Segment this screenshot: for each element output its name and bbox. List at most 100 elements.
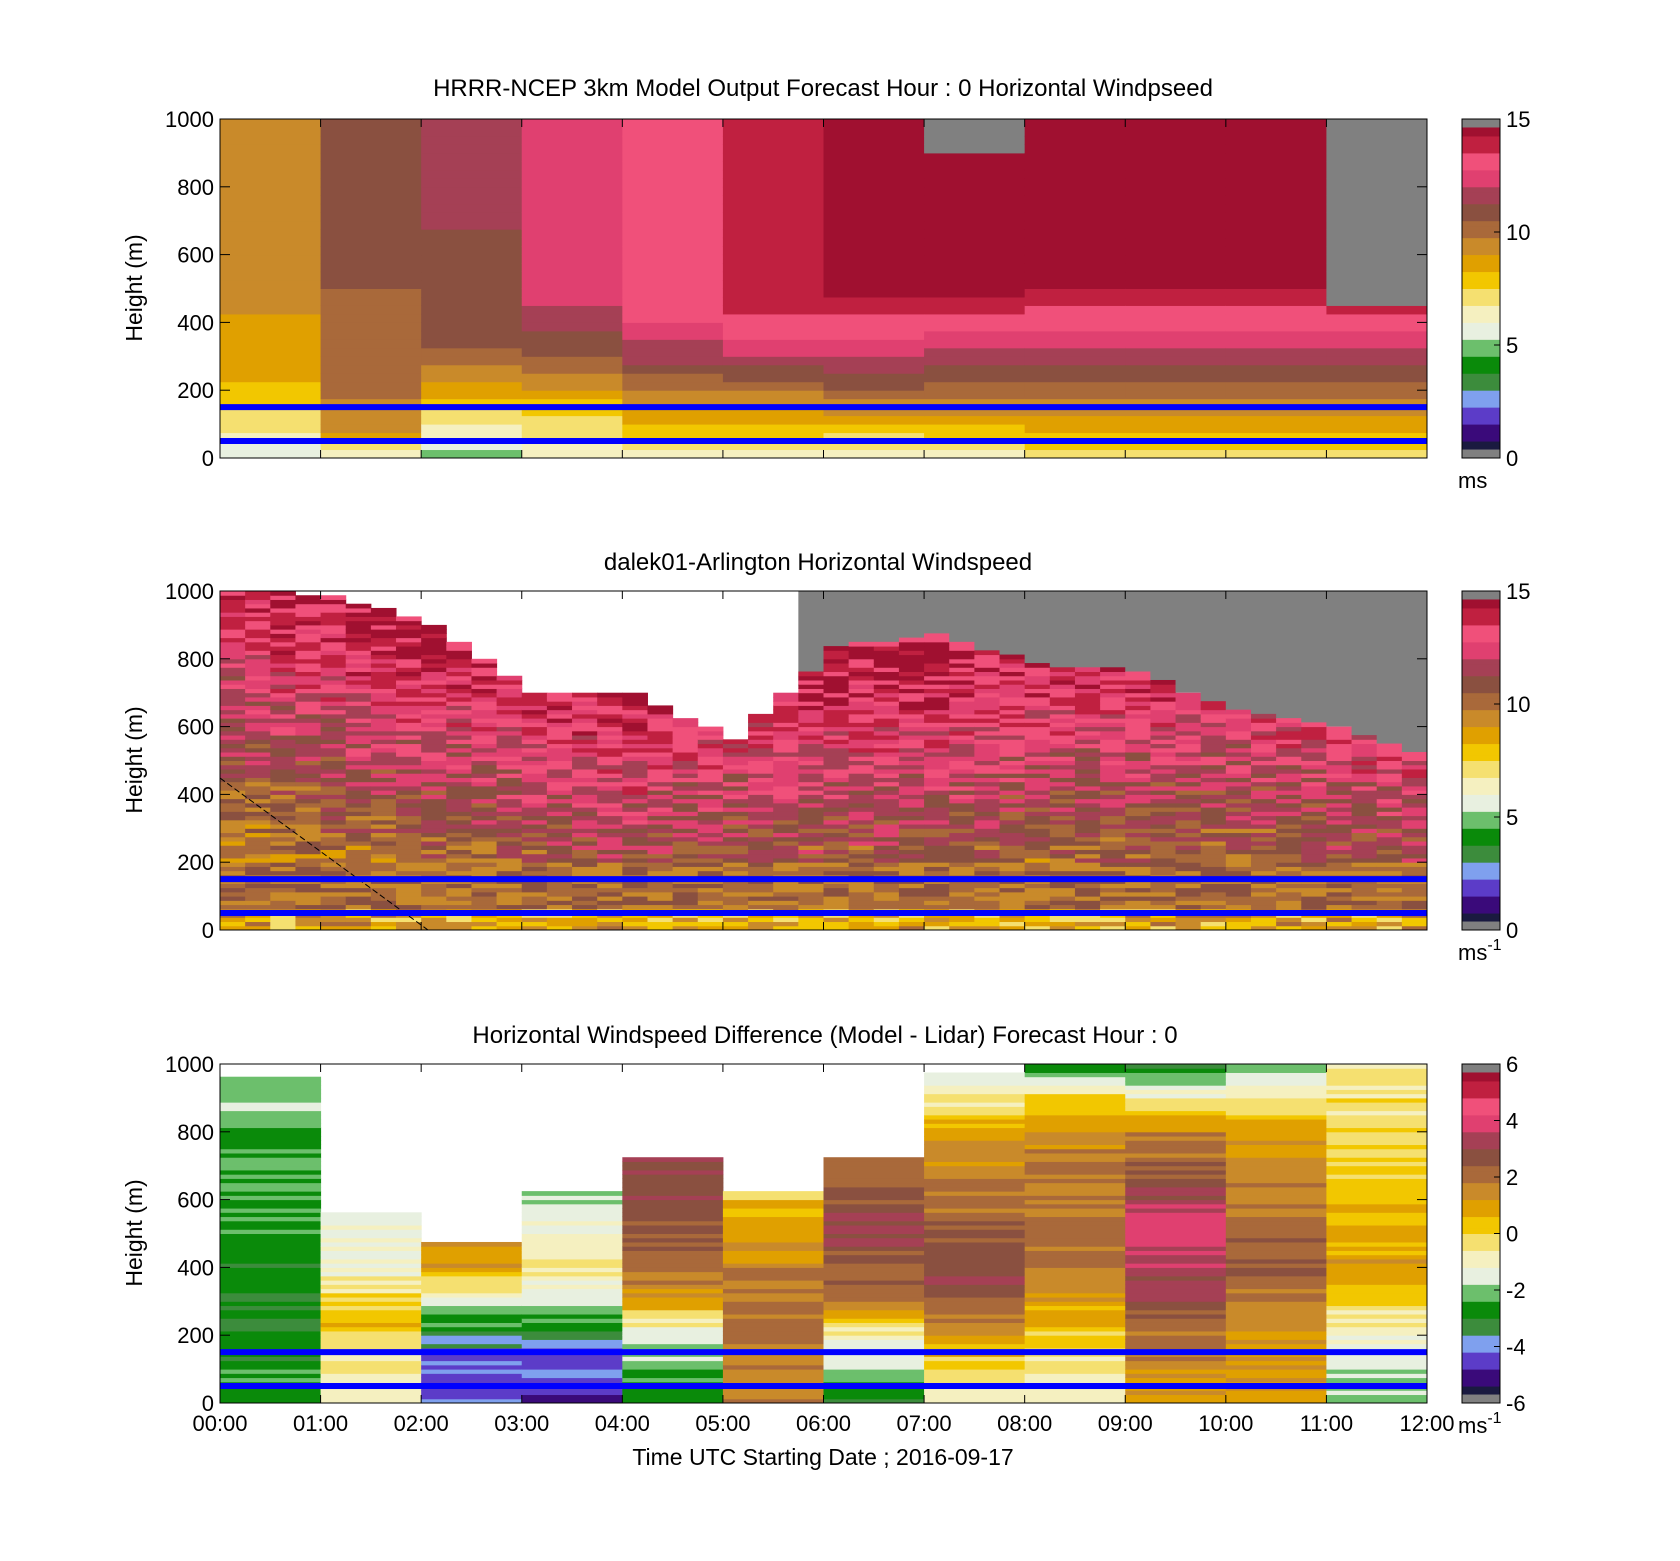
lidar-cell	[622, 828, 648, 834]
model-cell	[421, 152, 523, 162]
difference-cell	[1225, 1330, 1327, 1336]
lidar-cell	[823, 866, 850, 872]
model-cell	[421, 135, 523, 145]
lidar-cell	[521, 696, 548, 702]
difference-cell	[622, 1280, 724, 1285]
difference-cell	[1125, 1076, 1227, 1082]
lidar-cell	[1401, 798, 1427, 804]
lidar-cell	[999, 773, 1026, 778]
model-cell	[924, 169, 1026, 179]
lidar-cell	[949, 654, 975, 660]
lidar-cell	[320, 663, 347, 668]
lidar-cell	[1326, 768, 1353, 774]
lidar-cell	[974, 658, 1001, 664]
lidar-cell	[622, 925, 648, 930]
model-cell	[1225, 237, 1327, 247]
lidar-cell	[949, 739, 975, 745]
difference-cell	[823, 1322, 925, 1328]
difference-cell	[622, 1258, 724, 1264]
difference-cell	[1225, 1369, 1327, 1374]
lidar-cell	[672, 866, 699, 872]
model-cell	[1024, 186, 1126, 196]
lidar-cell	[622, 768, 648, 774]
lidar-cell	[295, 709, 322, 715]
lidar-cell	[1024, 917, 1051, 923]
colorbar-segment	[1462, 294, 1500, 301]
difference-cell	[320, 1309, 422, 1315]
lidar-cell	[722, 900, 749, 906]
difference-cell	[823, 1229, 925, 1234]
lidar-cell	[1049, 667, 1076, 673]
model-cell	[421, 449, 523, 458]
difference-cell	[924, 1085, 1026, 1090]
lidar-cell	[1100, 777, 1126, 783]
lidar-cell	[697, 735, 724, 740]
lidar-cell	[597, 747, 623, 753]
lidar-cell	[1074, 917, 1101, 923]
lidar-cell	[396, 768, 422, 774]
difference-cell	[722, 1364, 824, 1370]
model-cell	[220, 237, 322, 247]
lidar-cell	[1401, 925, 1427, 930]
lidar-cell	[370, 921, 397, 927]
model-cell	[521, 271, 623, 281]
difference-cell	[320, 1267, 422, 1273]
lidar-cell	[848, 739, 875, 745]
lidar-cell	[546, 828, 573, 834]
model-cell	[823, 432, 925, 442]
lidar-cell	[446, 743, 472, 749]
lidar-cell	[1125, 701, 1151, 706]
lidar-cell	[396, 641, 422, 647]
model-cell	[1326, 288, 1427, 298]
lidar-cell	[1351, 836, 1378, 842]
difference-cell	[1125, 1102, 1227, 1107]
difference-cell	[1125, 1216, 1227, 1222]
model-cell	[1225, 390, 1327, 400]
lidar-cell	[722, 807, 749, 812]
lidar-cell	[295, 781, 322, 787]
lidar-cell	[748, 807, 774, 812]
lidar-cell	[1125, 739, 1151, 745]
difference-cell	[722, 1280, 824, 1285]
lidar-cell	[1351, 870, 1378, 876]
model-cell	[722, 152, 824, 162]
lidar-cell	[773, 857, 799, 863]
model-cell	[622, 373, 724, 383]
lidar-cell	[924, 633, 950, 639]
difference-cell	[1125, 1220, 1227, 1226]
lidar-cell	[622, 802, 648, 808]
difference-cell	[521, 1275, 623, 1281]
model-cell	[421, 220, 523, 230]
lidar-cell	[1351, 900, 1378, 906]
lidar-cell	[245, 785, 271, 791]
lidar-cell	[345, 925, 372, 930]
lidar-cell	[1100, 785, 1126, 791]
model-cell	[722, 119, 824, 128]
lidar-cell	[1049, 781, 1076, 787]
difference-cell	[220, 1212, 322, 1218]
difference-cell	[1326, 1085, 1427, 1090]
lidar-cell	[421, 849, 447, 855]
colorbar-tick-label: 5	[1506, 333, 1518, 358]
lidar-cell	[999, 654, 1026, 660]
model-cell	[220, 127, 322, 137]
difference-cell	[722, 1322, 824, 1328]
lidar-cell	[370, 667, 397, 673]
lidar-cell	[1049, 896, 1076, 901]
lidar-cell	[546, 781, 573, 787]
model-cell	[421, 237, 523, 247]
lidar-cell	[396, 735, 422, 740]
lidar-cell	[1225, 756, 1252, 761]
lidar-cell	[370, 798, 397, 804]
lidar-cell	[924, 785, 950, 791]
lidar-cell	[647, 798, 674, 804]
lidar-cell	[345, 607, 372, 613]
lidar-cell	[1301, 781, 1327, 787]
lidar-cell	[421, 904, 447, 910]
lidar-cell	[521, 870, 548, 876]
lidar-cell	[320, 701, 347, 706]
lidar-cell	[873, 752, 900, 757]
lidar-cell	[396, 802, 422, 808]
lidar-cell	[823, 764, 850, 770]
lidar-cell	[270, 900, 296, 906]
